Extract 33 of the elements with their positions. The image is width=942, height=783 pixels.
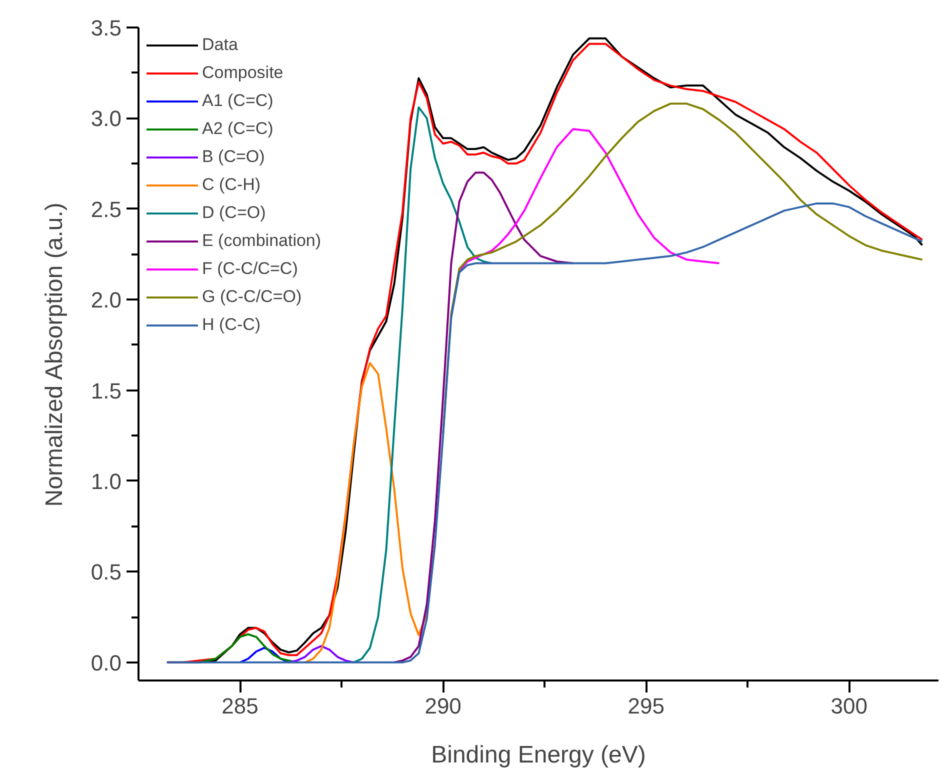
legend-label: B (C=O) bbox=[202, 147, 265, 167]
legend-label: F (C-C/C=C) bbox=[202, 259, 298, 279]
line-series bbox=[239, 646, 290, 664]
line-series bbox=[304, 362, 436, 664]
x-axis-title: Binding Energy (eV) bbox=[431, 742, 646, 768]
legend-label: D (C=O) bbox=[202, 203, 266, 223]
x-tick-label: 295 bbox=[628, 694, 664, 718]
y-tick-label: 1.0 bbox=[90, 468, 122, 494]
line-series bbox=[393, 172, 574, 664]
legend-label: G (C-C/C=O) bbox=[202, 287, 302, 307]
line-series bbox=[288, 645, 355, 664]
line-series bbox=[442, 102, 924, 435]
legend-label: A1 (C=C) bbox=[202, 91, 274, 111]
legend-label: H (C-C) bbox=[202, 315, 261, 335]
y-tick-label: 2.0 bbox=[90, 288, 122, 313]
legend-label: A2 (C=C) bbox=[202, 119, 274, 139]
y-tick-label: 1.5 bbox=[90, 378, 122, 404]
legend-label: Data bbox=[202, 35, 238, 55]
line-series bbox=[458, 128, 720, 272]
y-tick-label: 3.5 bbox=[90, 16, 122, 40]
y-tick-label: 3.0 bbox=[90, 106, 122, 132]
y-tick-label: 0.0 bbox=[90, 650, 122, 676]
x-tick-label: 290 bbox=[424, 694, 462, 718]
legend-label: C (C-H) bbox=[202, 175, 261, 195]
legend-label: Composite bbox=[202, 63, 284, 83]
y-tick-label: 0.5 bbox=[90, 560, 122, 585]
line-series bbox=[166, 202, 924, 664]
y-axis-title: Normalized Absorption (a.u.) bbox=[40, 202, 68, 507]
x-tick-label: 300 bbox=[830, 694, 868, 718]
x-tick-label: 285 bbox=[222, 694, 258, 718]
y-tick-label: 2.5 bbox=[90, 196, 122, 222]
legend-label: E (combination) bbox=[202, 231, 322, 251]
line-series bbox=[352, 106, 493, 664]
